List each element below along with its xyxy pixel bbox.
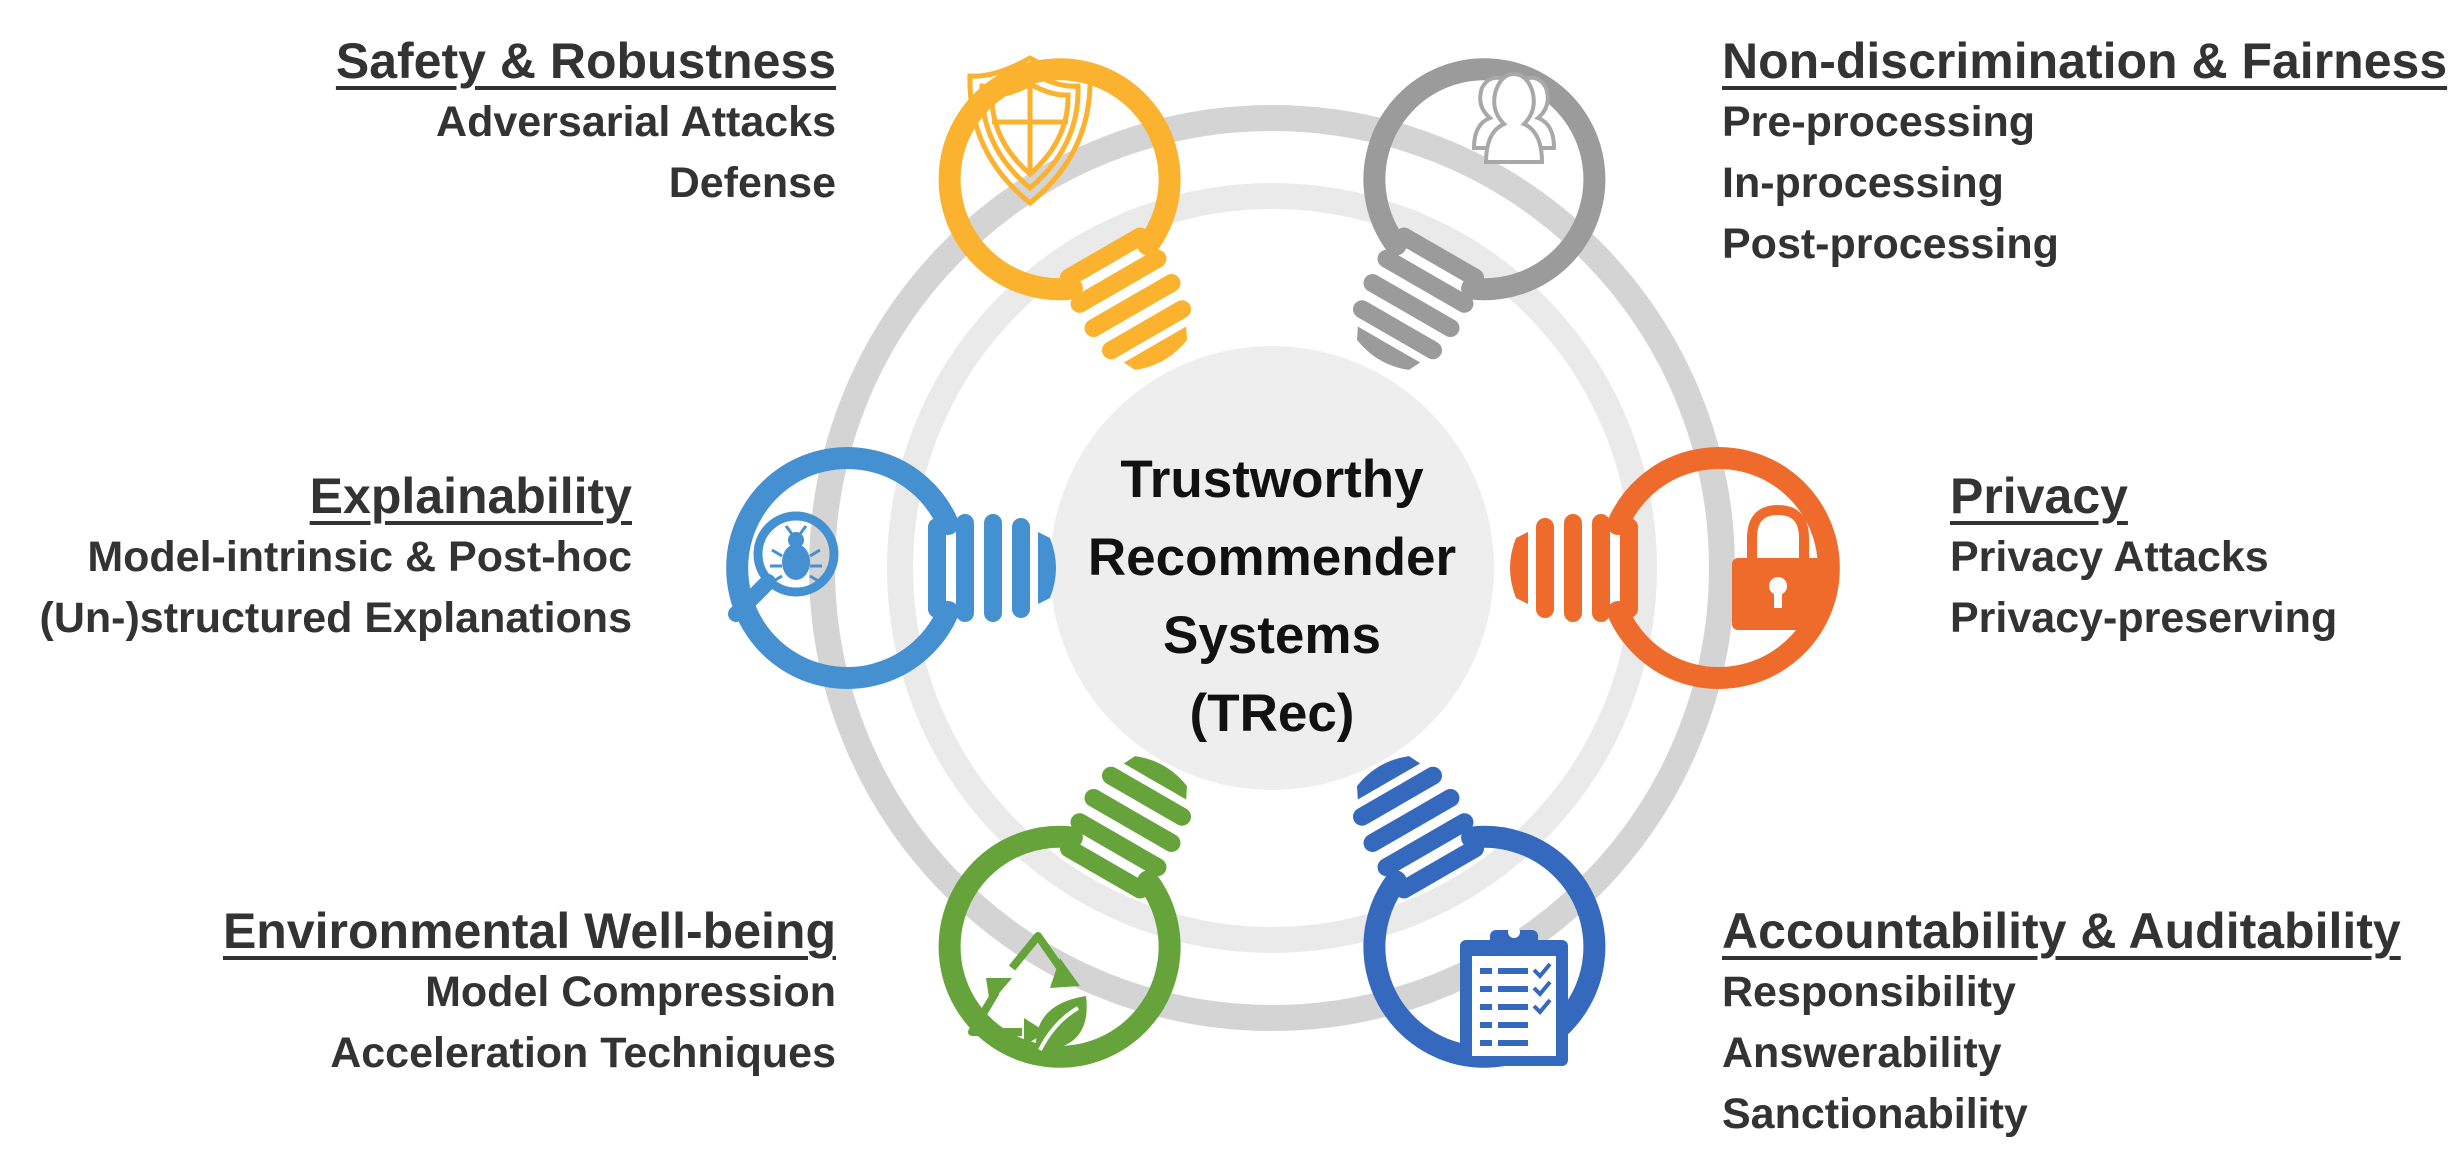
clipboard-icon [1460,926,1568,1066]
accountability-item-3: Sanctionability [1722,1090,2028,1138]
shield-icon [967,55,1093,207]
bug-magnifier-icon [728,511,839,622]
privacy-item-2: Privacy-preserving [1950,594,2338,642]
accountability-label: Accountability & Auditability Responsibi… [1722,900,2401,1145]
environment-item-2: Acceleration Techniques [330,1029,836,1077]
environment-item-1: Model Compression [425,968,836,1016]
outer-ring [809,105,1735,1031]
safety-item-1: Adversarial Attacks [436,98,836,146]
privacy-label: Privacy Privacy Attacks Privacy-preservi… [1950,465,2337,649]
accountability-item-1: Responsibility [1722,968,2016,1016]
central-hub [1050,346,1494,790]
center-line-4: (TRec) [1190,684,1355,743]
center-line-3: Systems [1163,606,1381,665]
inner-ring [887,183,1657,953]
fairness-item-3: Post-processing [1722,220,2059,268]
safety-node [938,55,1192,370]
privacy-title: Privacy [1950,468,2128,524]
accountability-title: Accountability & Auditability [1722,903,2401,959]
fairness-node [1352,58,1606,370]
accountability-node [1352,756,1606,1068]
safety-title: Safety & Robustness [335,33,836,89]
environment-title: Environmental Well-being [222,903,836,959]
explainability-title: Explainability [309,468,632,524]
safety-label: Safety & Robustness Adversarial Attacks … [336,30,836,214]
explainability-label: Explainability Model-intrinsic & Post-ho… [40,465,633,649]
accountability-item-2: Answerability [1722,1029,2002,1077]
explainability-node [726,447,1056,689]
people-icon [1471,71,1557,164]
center-line-1: Trustworthy [1120,450,1424,509]
explainability-item-1: Model-intrinsic & Post-hoc [87,533,632,581]
fairness-item-1: Pre-processing [1722,98,2036,146]
environment-node [938,756,1192,1068]
center-line-2: Recommender [1088,528,1456,587]
fairness-item-2: In-processing [1722,159,2004,207]
privacy-item-1: Privacy Attacks [1950,533,2269,581]
fairness-title: Non-discrimination & Fairness [1722,33,2448,89]
environment-label: Environmental Well-being Model Compressi… [223,900,836,1084]
privacy-node [1510,447,1840,689]
safety-item-2: Defense [668,159,836,207]
padlock-icon [1732,504,1824,630]
recycle-leaf-icon [968,932,1087,1051]
fairness-label: Non-discrimination & Fairness Pre-proces… [1722,30,2447,275]
explainability-item-2: (Un-)structured Explanations [39,594,633,642]
